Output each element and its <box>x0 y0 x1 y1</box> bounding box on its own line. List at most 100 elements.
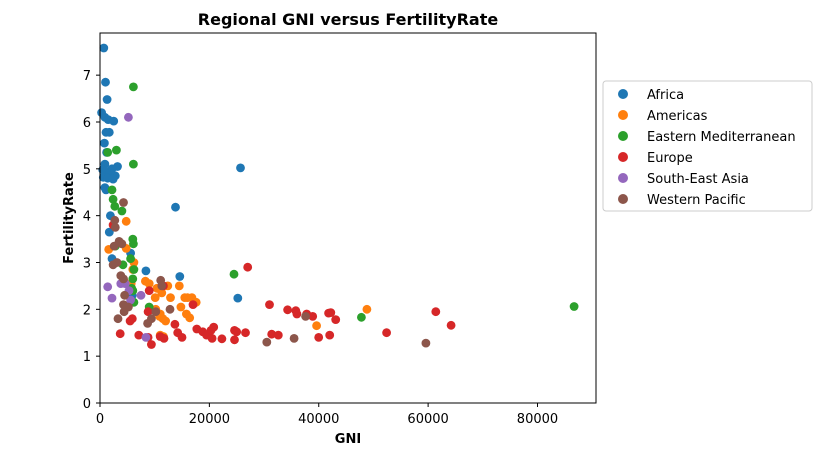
data-point <box>109 241 119 251</box>
data-point <box>102 95 112 104</box>
data-point <box>382 328 391 338</box>
data-point <box>217 334 227 344</box>
data-point <box>325 330 335 340</box>
data-point <box>103 282 113 292</box>
data-point <box>446 320 456 330</box>
legend-box <box>602 80 813 212</box>
legend-label: Europe <box>647 151 693 166</box>
data-point <box>292 309 302 319</box>
legend-label: South-East Asia <box>647 172 749 187</box>
legend-marker <box>618 89 628 99</box>
data-point <box>157 288 167 298</box>
data-point <box>185 313 195 323</box>
data-point <box>129 82 138 92</box>
x-tick-label: 0 <box>96 412 104 427</box>
legend-marker <box>618 173 628 183</box>
data-point <box>267 329 277 339</box>
data-point <box>236 163 245 173</box>
data-point <box>357 312 366 322</box>
data-point <box>230 335 239 345</box>
y-tick-label: 7 <box>83 69 91 84</box>
legend-label: Americas <box>647 109 708 124</box>
data-point <box>110 201 120 211</box>
data-point <box>170 319 180 329</box>
data-point <box>273 330 283 340</box>
data-point <box>569 302 579 311</box>
data-point <box>117 239 127 249</box>
data-point <box>150 293 160 302</box>
data-point <box>123 112 133 122</box>
data-point <box>115 329 125 339</box>
data-point <box>301 312 310 321</box>
legend-label: Western Pacific <box>647 193 746 208</box>
data-point <box>129 159 138 169</box>
data-point <box>331 315 341 324</box>
data-point <box>229 269 239 279</box>
data-point <box>157 281 167 291</box>
data-point <box>232 327 242 337</box>
data-point <box>188 300 198 309</box>
data-point <box>233 293 243 303</box>
data-point <box>314 333 324 342</box>
y-tick-label: 2 <box>83 303 91 318</box>
data-point <box>209 322 219 332</box>
data-point <box>101 77 110 87</box>
data-point <box>129 239 138 249</box>
data-point <box>99 43 109 53</box>
data-point <box>121 216 131 226</box>
legend-marker <box>618 131 628 141</box>
y-tick-label: 3 <box>83 256 91 271</box>
data-point <box>241 328 250 338</box>
data-point <box>289 334 299 343</box>
data-point <box>326 308 336 317</box>
y-axis-label: FertilityRate <box>62 172 77 264</box>
data-point <box>126 254 135 264</box>
data-point <box>143 319 153 328</box>
y-tick-label: 4 <box>83 210 91 225</box>
data-point <box>107 185 117 195</box>
data-point <box>175 272 185 281</box>
plot-frame <box>99 32 597 404</box>
data-point <box>108 174 118 184</box>
y-tick-label: 5 <box>83 163 91 178</box>
x-axis-label: GNI <box>335 432 361 447</box>
data-point <box>128 274 138 284</box>
chart-title: Regional GNI versus FertilityRate <box>198 10 499 29</box>
data-point <box>174 281 184 291</box>
data-point <box>110 223 120 232</box>
data-point <box>117 206 127 216</box>
data-point <box>110 215 120 225</box>
legend-label: Eastern Mediterranean <box>647 130 796 145</box>
data-point <box>104 127 114 137</box>
data-point <box>283 305 292 315</box>
legend: Africa Americas Eastern Mediterranean Europ… <box>602 80 813 212</box>
data-point <box>119 307 129 317</box>
data-point <box>141 333 151 342</box>
y-axis: 0 1 2 3 4 5 6 7 <box>83 69 100 412</box>
data-point <box>207 334 217 343</box>
data-point <box>421 338 431 348</box>
data-point <box>431 307 441 317</box>
x-tick-label: 60000 <box>407 412 448 427</box>
data-point <box>362 304 372 314</box>
data-point <box>141 266 151 276</box>
data-point <box>171 202 180 212</box>
data-point <box>147 340 156 349</box>
legend-marker <box>618 110 628 120</box>
data-point <box>120 290 129 300</box>
points-layer <box>97 43 579 349</box>
legend-marker <box>618 194 628 204</box>
y-tick-label: 6 <box>83 116 91 131</box>
x-tick-label: 20000 <box>189 412 230 427</box>
data-point <box>265 300 274 309</box>
data-point <box>119 274 128 284</box>
data-point <box>151 307 161 317</box>
data-point <box>177 333 187 342</box>
data-point <box>161 316 171 326</box>
data-point <box>104 227 114 237</box>
data-point <box>166 293 175 302</box>
x-axis: 0 20000 40000 60000 80000 <box>96 403 558 427</box>
data-point <box>108 194 118 204</box>
data-point <box>112 145 121 155</box>
